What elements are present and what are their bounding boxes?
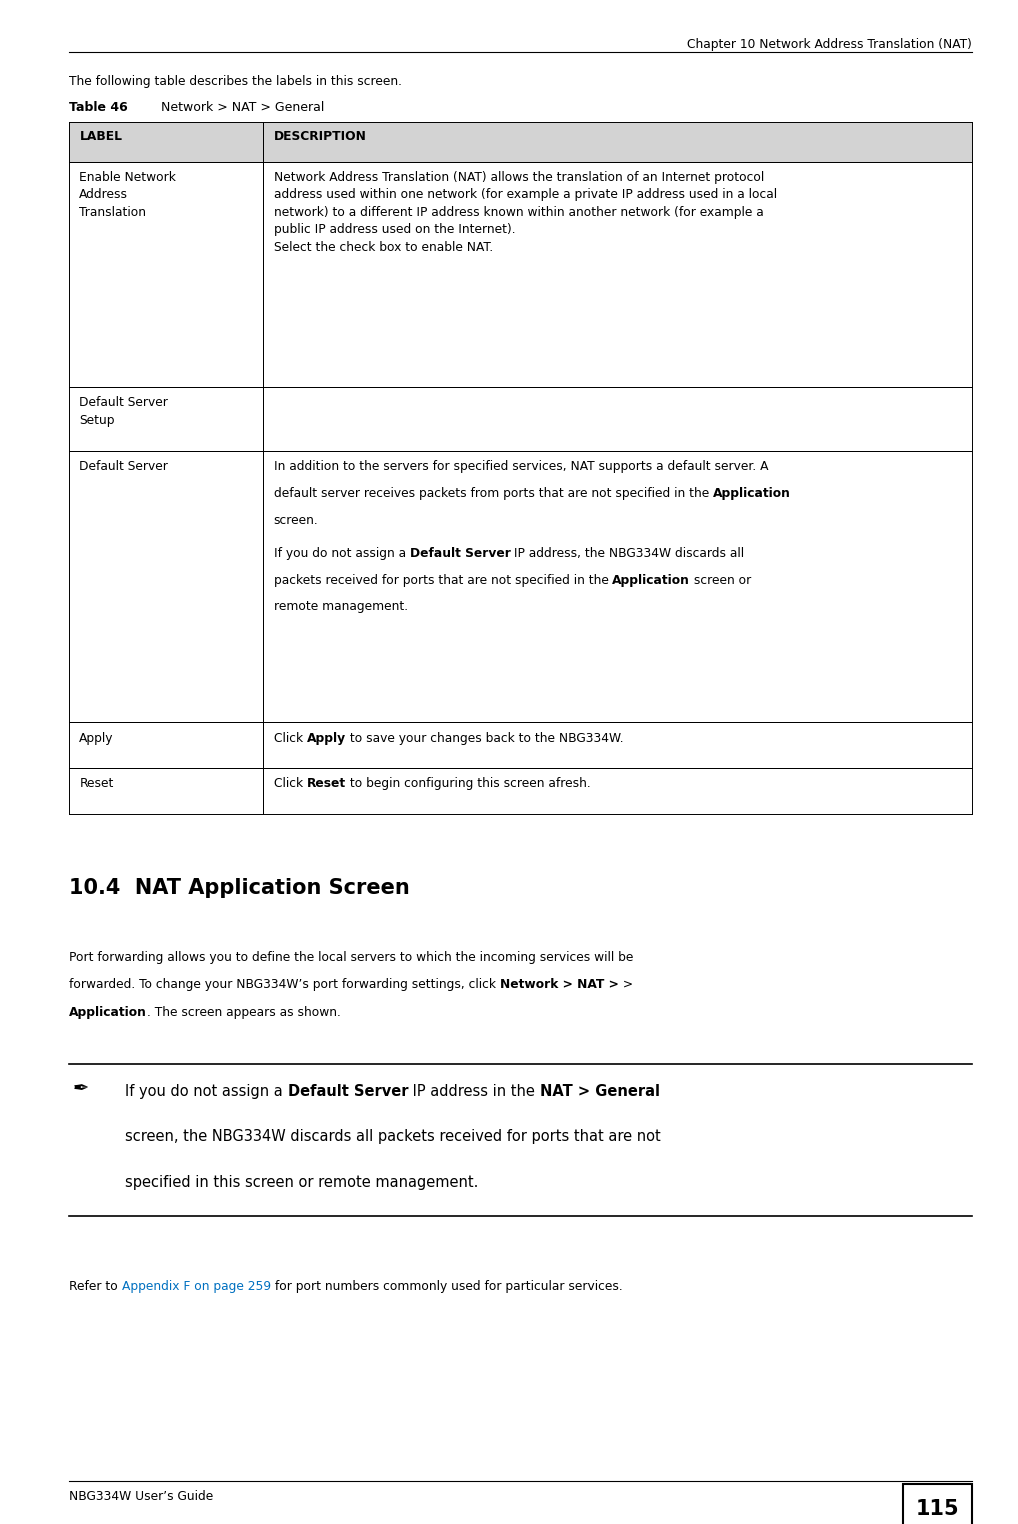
Text: DESCRIPTION: DESCRIPTION — [274, 130, 366, 143]
Text: Click: Click — [274, 732, 306, 745]
Text: NBG334W User’s Guide: NBG334W User’s Guide — [69, 1490, 214, 1504]
Text: Application: Application — [69, 1006, 147, 1020]
Text: Network > NAT >: Network > NAT > — [500, 978, 619, 992]
Text: Network Address Translation (NAT) allows the translation of an Internet protocol: Network Address Translation (NAT) allows… — [274, 171, 777, 253]
Text: Click: Click — [274, 777, 306, 791]
Text: If you do not assign a: If you do not assign a — [274, 547, 409, 561]
Text: Port forwarding allows you to define the local servers to which the incoming ser: Port forwarding allows you to define the… — [69, 951, 633, 965]
Text: to save your changes back to the NBG334W.: to save your changes back to the NBG334W… — [346, 732, 623, 745]
Text: 10.4  NAT Application Screen: 10.4 NAT Application Screen — [69, 878, 410, 898]
Text: remote management.: remote management. — [274, 600, 407, 614]
Text: specified in this screen or remote management.: specified in this screen or remote manag… — [125, 1175, 478, 1190]
Text: Chapter 10 Network Address Translation (NAT): Chapter 10 Network Address Translation (… — [687, 38, 972, 52]
Text: Default Server: Default Server — [409, 547, 510, 561]
Text: Default Server: Default Server — [288, 1084, 408, 1099]
Text: screen or: screen or — [690, 573, 751, 587]
Text: Appendix F on page 259: Appendix F on page 259 — [122, 1280, 271, 1294]
Text: The following table describes the labels in this screen.: The following table describes the labels… — [69, 75, 402, 88]
Text: Network > NAT > General: Network > NAT > General — [149, 101, 324, 114]
Text: NAT > General: NAT > General — [540, 1084, 660, 1099]
Text: In addition to the servers for specified services, NAT supports a default server: In addition to the servers for specified… — [274, 460, 768, 474]
Text: If you do not assign a: If you do not assign a — [125, 1084, 288, 1099]
Text: forwarded. To change your NBG334W’s port forwarding settings, click: forwarded. To change your NBG334W’s port… — [69, 978, 500, 992]
Text: Default Server: Default Server — [79, 460, 168, 474]
Text: Default Server
Setup: Default Server Setup — [79, 396, 168, 427]
Text: default server receives packets from ports that are not specified in the: default server receives packets from por… — [274, 488, 713, 500]
Text: ✒: ✒ — [72, 1079, 89, 1097]
Text: screen, the NBG334W discards all packets received for ports that are not: screen, the NBG334W discards all packets… — [125, 1129, 661, 1145]
Text: Refer to: Refer to — [69, 1280, 122, 1294]
Text: . The screen appears as shown.: . The screen appears as shown. — [147, 1006, 341, 1020]
Text: Apply: Apply — [79, 732, 114, 745]
Text: >: > — [619, 978, 633, 992]
Text: screen.: screen. — [274, 514, 319, 527]
Text: to begin configuring this screen afresh.: to begin configuring this screen afresh. — [346, 777, 590, 791]
Text: for port numbers commonly used for particular services.: for port numbers commonly used for parti… — [271, 1280, 623, 1294]
Bar — [69, 122, 264, 162]
Text: Reset: Reset — [306, 777, 346, 791]
Text: packets received for ports that are not specified in the: packets received for ports that are not … — [274, 573, 612, 587]
Bar — [903, 1484, 972, 1524]
Text: IP address, the NBG334W discards all: IP address, the NBG334W discards all — [510, 547, 744, 561]
Text: Reset: Reset — [79, 777, 114, 791]
Text: 115: 115 — [916, 1498, 959, 1519]
Text: Application: Application — [612, 573, 690, 587]
Text: LABEL: LABEL — [79, 130, 122, 143]
Text: Application: Application — [713, 488, 791, 500]
Text: Apply: Apply — [306, 732, 346, 745]
Text: Table 46: Table 46 — [69, 101, 128, 114]
Text: IP address in the: IP address in the — [408, 1084, 540, 1099]
Text: Enable Network
Address
Translation: Enable Network Address Translation — [79, 171, 176, 218]
Bar — [264, 122, 972, 162]
